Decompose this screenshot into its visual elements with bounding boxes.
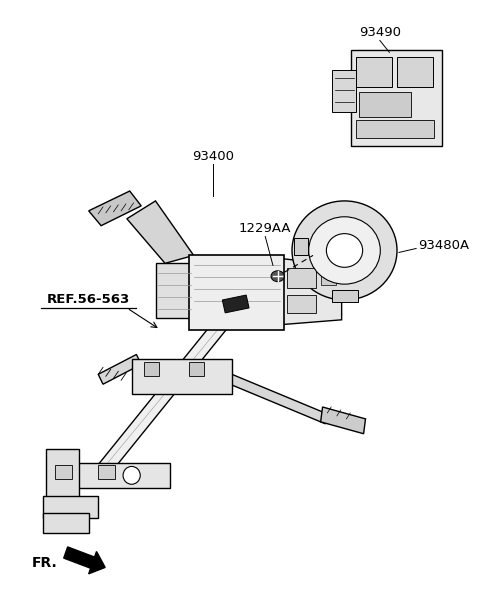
Text: 93400: 93400 [192,150,234,163]
Bar [144,362,159,376]
Text: 93490: 93490 [359,26,401,39]
Ellipse shape [326,234,363,267]
Polygon shape [46,449,79,503]
Polygon shape [98,355,141,384]
Polygon shape [64,547,105,574]
Polygon shape [89,191,141,226]
Polygon shape [294,238,308,255]
Polygon shape [156,264,194,318]
Polygon shape [332,290,358,302]
Bar [287,295,316,313]
Bar [356,58,392,87]
Bar [98,465,115,479]
Polygon shape [280,258,342,325]
Polygon shape [332,70,356,112]
Polygon shape [132,359,232,394]
Polygon shape [222,295,249,313]
Polygon shape [43,496,98,518]
Polygon shape [79,305,246,488]
Bar [397,58,433,87]
Text: FR.: FR. [31,555,57,570]
Bar [359,92,411,117]
Ellipse shape [123,467,140,484]
Ellipse shape [309,217,380,284]
Text: REF.56-563: REF.56-563 [47,294,130,307]
Polygon shape [351,50,442,146]
Polygon shape [60,464,170,488]
Text: 93480A: 93480A [418,239,469,252]
Polygon shape [43,513,89,533]
Bar [287,268,316,288]
Polygon shape [189,255,284,329]
Ellipse shape [292,201,397,300]
Text: 1229AA: 1229AA [239,222,291,235]
Polygon shape [127,201,194,264]
Ellipse shape [271,271,284,282]
Bar [189,362,204,376]
Polygon shape [321,407,365,434]
Bar [356,120,434,138]
Polygon shape [230,374,327,424]
Bar [321,270,336,285]
Bar [55,465,72,479]
